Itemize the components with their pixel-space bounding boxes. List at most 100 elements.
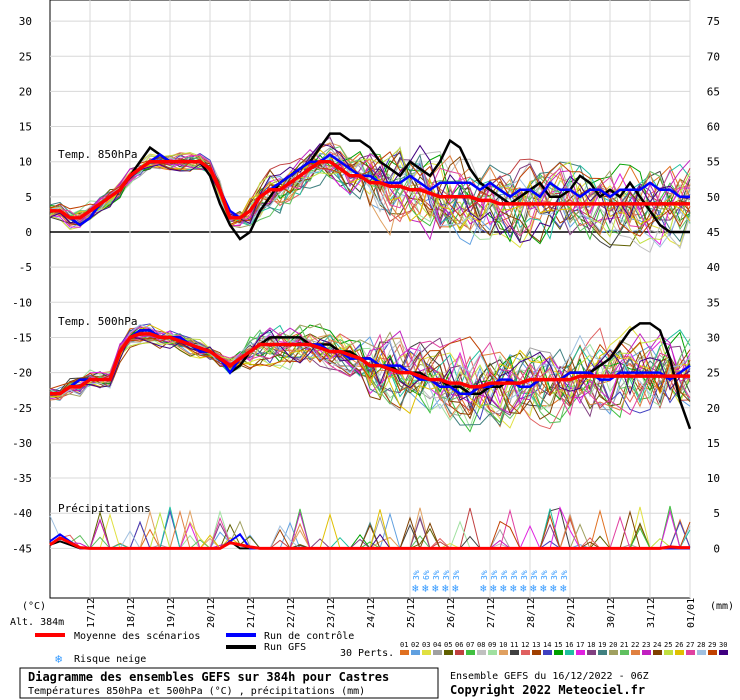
snow-risk-label: 3% bbox=[540, 570, 549, 580]
pert-number-label: 28 bbox=[697, 641, 705, 649]
footer-run-info: Ensemble GEFS du 16/12/2022 - 06Z bbox=[450, 671, 649, 682]
pert-color-swatch bbox=[433, 650, 442, 655]
right-tick-label: 20 bbox=[707, 402, 720, 415]
pert-number-label: 19 bbox=[598, 641, 606, 649]
pert-color-swatch bbox=[532, 650, 541, 655]
axis-layer: 302520151050-5-10-15-20-25-30-35-40-4575… bbox=[12, 15, 720, 628]
x-tick-label: 28/12 bbox=[526, 598, 537, 628]
right-tick-label: 75 bbox=[707, 15, 720, 28]
right-tick-label: 25 bbox=[707, 367, 720, 380]
snow-risk-label: 3% bbox=[480, 570, 489, 580]
pert-number-label: 01 bbox=[400, 641, 408, 649]
snowflake-icon: ❄ bbox=[550, 582, 557, 595]
left-unit-label: (°C) bbox=[22, 601, 46, 612]
pert-number-label: 06 bbox=[455, 641, 463, 649]
right-tick-label: 5 bbox=[713, 507, 720, 520]
pert-number-label: 03 bbox=[422, 641, 430, 649]
pert-number-label: 16 bbox=[565, 641, 573, 649]
pert-number-label: 13 bbox=[532, 641, 540, 649]
right-unit-label: (mm) bbox=[710, 601, 734, 612]
t500-panel-label: Temp. 500hPa bbox=[58, 315, 137, 328]
right-tick-label: 15 bbox=[707, 437, 720, 450]
pert-color-swatch bbox=[576, 650, 585, 655]
pert-number-label: 24 bbox=[653, 641, 661, 649]
x-tick-label: 19/12 bbox=[166, 598, 177, 628]
pert-color-swatch bbox=[664, 650, 673, 655]
left-tick-label: -40 bbox=[12, 507, 32, 520]
pert-t850-line bbox=[49, 150, 691, 243]
left-tick-label: 25 bbox=[19, 50, 32, 63]
pert-number-label: 30 bbox=[719, 641, 727, 649]
pert-number-label: 15 bbox=[554, 641, 562, 649]
left-tick-label: -35 bbox=[12, 472, 32, 485]
footer-title: Diagramme des ensembles GEFS sur 384h po… bbox=[28, 670, 389, 684]
snowflake-icon: ❄ bbox=[490, 582, 497, 595]
main-series-layer bbox=[49, 132, 692, 550]
snow-risk-label: 3% bbox=[510, 570, 519, 580]
pert-number-label: 04 bbox=[433, 641, 441, 649]
legend-mean-swatch bbox=[35, 633, 65, 637]
x-tick-label: 17/12 bbox=[86, 598, 97, 628]
legend-snow-label: Risque neige bbox=[74, 654, 146, 665]
left-tick-label: 10 bbox=[19, 156, 32, 169]
pert-number-label: 08 bbox=[477, 641, 485, 649]
pert-number-label: 07 bbox=[466, 641, 474, 649]
right-tick-label: 45 bbox=[707, 226, 720, 239]
pert-number-label: 02 bbox=[411, 641, 419, 649]
x-tick-label: 27/12 bbox=[486, 598, 497, 628]
pert-t850-line bbox=[49, 153, 691, 249]
x-tick-label: 21/12 bbox=[246, 598, 257, 628]
pert-color-swatch bbox=[422, 650, 431, 655]
pert-color-swatch bbox=[521, 650, 530, 655]
pert-color-swatch bbox=[642, 650, 651, 655]
pert-number-label: 29 bbox=[708, 641, 716, 649]
x-tick-label: 23/12 bbox=[326, 598, 337, 628]
snowflake-icon: ❄ bbox=[432, 582, 439, 595]
pert-color-swatch bbox=[697, 650, 706, 655]
left-tick-label: -45 bbox=[12, 542, 32, 555]
legend-control-label: Run de contrôle bbox=[264, 630, 354, 642]
right-tick-label: 35 bbox=[707, 296, 720, 309]
right-tick-label: 55 bbox=[707, 156, 720, 169]
pert-number-label: 20 bbox=[609, 641, 617, 649]
pert-color-swatch bbox=[543, 650, 552, 655]
snow-risk-label: 3% bbox=[500, 570, 509, 580]
x-tick-label: 25/12 bbox=[406, 598, 417, 628]
snowflake-icon: ❄ bbox=[442, 582, 449, 595]
pert-color-swatch bbox=[554, 650, 563, 655]
pert-color-swatch bbox=[598, 650, 607, 655]
left-tick-label: 5 bbox=[25, 191, 32, 204]
pert-color-swatch bbox=[653, 650, 662, 655]
snowflake-icon: ❄ bbox=[452, 582, 459, 595]
snow-risk-label: 3% bbox=[530, 570, 539, 580]
right-tick-label: 70 bbox=[707, 50, 720, 63]
snow-risk-label: 3% bbox=[442, 570, 451, 580]
right-tick-label: 0 bbox=[713, 542, 720, 555]
pert-color-swatch bbox=[719, 650, 728, 655]
snow-risk-label: 3% bbox=[520, 570, 529, 580]
pert-number-label: 18 bbox=[587, 641, 595, 649]
footer-copyright: Copyright 2022 Meteociel.fr bbox=[450, 683, 645, 697]
left-tick-label: -15 bbox=[12, 331, 32, 344]
right-tick-label: 65 bbox=[707, 85, 720, 98]
pert-color-swatch bbox=[620, 650, 629, 655]
footer-title-box bbox=[19, 667, 439, 699]
pert-color-swatch bbox=[488, 650, 497, 655]
right-tick-label: 30 bbox=[707, 331, 720, 344]
left-tick-label: -30 bbox=[12, 437, 32, 450]
snowflake-icon: ❄ bbox=[560, 582, 567, 595]
pert-color-swatch bbox=[477, 650, 486, 655]
pert-color-swatch bbox=[686, 650, 695, 655]
pert-number-label: 05 bbox=[444, 641, 452, 649]
pert-color-swatch bbox=[400, 650, 409, 655]
pert-color-swatch bbox=[455, 650, 464, 655]
left-tick-label: -10 bbox=[12, 296, 32, 309]
snow-risk-label: 3% bbox=[412, 570, 421, 580]
t850-panel-label: Temp. 850hPa bbox=[58, 148, 137, 161]
pert-number-label: 17 bbox=[576, 641, 584, 649]
series-control-t850-line bbox=[50, 153, 690, 227]
x-tick-label: 22/12 bbox=[286, 598, 297, 628]
left-tick-label: 20 bbox=[19, 85, 32, 98]
pert-number-label: 22 bbox=[631, 641, 639, 649]
snow-risk-label: 3% bbox=[560, 570, 569, 580]
